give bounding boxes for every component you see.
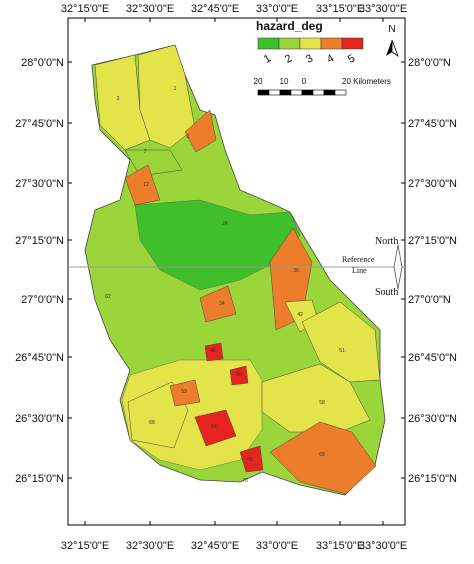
scale-label: 20 xyxy=(254,77,263,86)
basin-label: 7 xyxy=(144,149,147,155)
basin-label: 42 xyxy=(297,312,303,318)
basin-label: 51 xyxy=(339,348,345,354)
scale-label: 0 xyxy=(302,77,307,86)
basin xyxy=(301,301,381,383)
basin-label: 48 xyxy=(210,348,216,354)
basin-label: 64 xyxy=(211,424,217,430)
lat-tick-label: 27°0'0"N xyxy=(408,294,451,306)
lat-tick-label: 27°45'0"N xyxy=(408,118,457,130)
scale-segment xyxy=(279,89,292,96)
scale-segment xyxy=(268,89,281,96)
lat-tick-label: 27°30'0"N xyxy=(15,178,64,190)
lon-tick-label: 33°0'0"E xyxy=(256,540,298,552)
basin-label: 36 xyxy=(293,268,299,274)
scale-unit: 20 Kilometers xyxy=(342,77,391,86)
scale-segment xyxy=(312,89,325,96)
scale-label: 10 xyxy=(280,77,289,86)
lat-tick-label: 27°15'0"N xyxy=(15,235,64,247)
basin-label: 12 xyxy=(143,182,149,188)
basin-label: 70 xyxy=(242,478,248,484)
lat-tick-label: 27°0'0"N xyxy=(21,294,64,306)
basin xyxy=(261,363,371,433)
basin-label: 58 xyxy=(319,400,325,406)
south-label: South xyxy=(375,287,398,298)
lat-tick-label: 27°30'0"N xyxy=(408,178,457,190)
basin-label: 53 xyxy=(181,389,187,395)
lat-tick-label: 26°15'0"N xyxy=(15,473,64,485)
lat-tick-label: 28°0'0"N xyxy=(408,57,451,69)
basin xyxy=(137,44,196,149)
basin xyxy=(124,164,161,206)
north-arrow-shape xyxy=(391,39,399,58)
basin-label: 2 xyxy=(187,134,190,140)
lon-tick-label: 33°15'0"E xyxy=(316,3,364,15)
legend-swatch xyxy=(257,37,280,50)
scale-segment xyxy=(290,89,303,96)
basin xyxy=(229,365,249,386)
legend-label: 5 xyxy=(346,52,357,65)
basin-label: 3 xyxy=(117,96,120,102)
reference-line-label: Reference xyxy=(342,255,375,264)
lat-tick-label: 26°45'0"N xyxy=(15,352,64,364)
basin-label: 62 xyxy=(105,294,111,300)
reference-line-label: Line xyxy=(352,266,367,275)
scale-segment xyxy=(257,89,270,96)
north-label: North xyxy=(375,236,398,247)
lat-tick-label: 26°30'0"N xyxy=(408,413,457,425)
legend-label: 2 xyxy=(283,52,294,65)
legend-swatch xyxy=(278,37,301,50)
lon-tick-label: 32°15'0"E xyxy=(61,3,109,15)
lon-tick-label: 33°0'0"E xyxy=(256,3,298,15)
legend-swatch xyxy=(341,37,364,50)
basin-label: 68 xyxy=(149,420,155,426)
legend-label: 1 xyxy=(262,52,273,65)
lon-tick-label: 32°30'0"E xyxy=(126,540,174,552)
lat-tick-label: 26°15'0"N xyxy=(408,473,457,485)
basin-label: 34 xyxy=(219,301,225,307)
lon-tick-label: 33°15'0"E xyxy=(316,540,364,552)
lon-tick-label: 33°30'0"E xyxy=(359,3,407,15)
lon-tick-label: 33°30'0"E xyxy=(359,540,407,552)
basin-label: 24 xyxy=(222,221,228,227)
lon-tick-label: 32°45'0"E xyxy=(191,540,239,552)
basin xyxy=(169,379,201,407)
basin xyxy=(269,421,377,495)
legend-label: 3 xyxy=(304,52,315,65)
basin-label: 69 xyxy=(319,452,325,458)
basin xyxy=(199,285,237,323)
lat-tick-label: 27°15'0"N xyxy=(408,235,457,247)
basin-label: 1 xyxy=(174,86,177,92)
lon-tick-label: 32°30'0"E xyxy=(126,3,174,15)
basin xyxy=(184,109,217,153)
legend-swatch xyxy=(299,37,322,50)
lat-tick-label: 26°45'0"N xyxy=(408,352,457,364)
lat-tick-label: 26°30'0"N xyxy=(15,413,64,425)
basin-label: 50 xyxy=(236,372,242,378)
basin-label: 66 xyxy=(247,457,253,463)
legend: hazard_deg 1 2 3 4 5 20 10 0 20 Kilometers xyxy=(254,19,391,96)
legend-label: 4 xyxy=(325,52,336,65)
lon-tick-label: 32°45'0"E xyxy=(191,3,239,15)
basin xyxy=(204,342,224,362)
scale-segment xyxy=(301,89,314,96)
basin xyxy=(194,409,237,447)
basin xyxy=(239,445,264,473)
scale-segment xyxy=(323,89,336,96)
basin xyxy=(124,149,183,177)
lat-tick-label: 27°45'0"N xyxy=(15,118,64,130)
reference-compass: North South Reference Line xyxy=(342,236,403,298)
legend-swatch xyxy=(320,37,343,50)
lat-tick-label: 28°0'0"N xyxy=(21,57,64,69)
north-arrow-label: N xyxy=(388,24,395,35)
lon-tick-label: 32°15'0"E xyxy=(61,540,109,552)
compass-shape xyxy=(393,244,403,290)
legend-title: hazard_deg xyxy=(256,19,323,33)
north-arrow: N xyxy=(386,24,399,58)
scale-segment xyxy=(334,89,347,96)
north-arrow-shape xyxy=(386,40,392,56)
